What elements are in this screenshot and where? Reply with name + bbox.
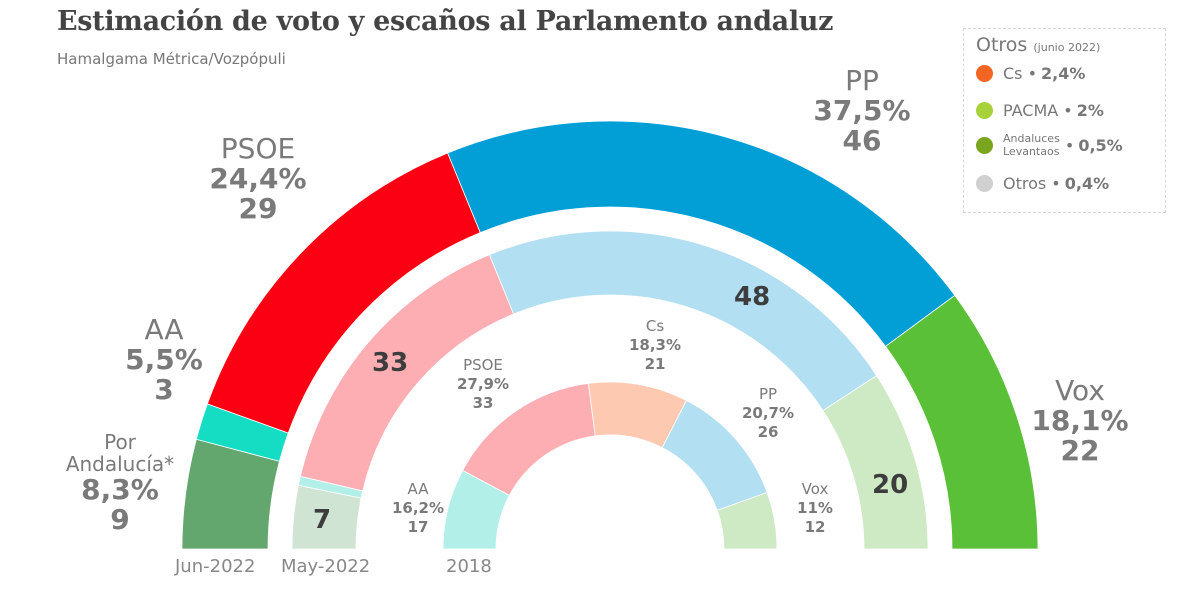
ring-label-2018: 2018	[446, 556, 492, 577]
legend-item-pacma: PACMA • 2%	[976, 101, 1104, 120]
label-jun-psoe: PSOE 24,4% 29	[209, 132, 307, 226]
legend-others: Otros (junio 2022) Cs • 2,4% PACMA • 2% An…	[963, 28, 1166, 213]
label-2018-psoe: PSOE 27,9% 33	[456, 356, 510, 412]
legend-title: Otros (junio 2022)	[976, 34, 1101, 56]
label-2018-pp: PP 20,7% 26	[741, 385, 795, 441]
segment-jun-2022-vox	[884, 294, 1039, 550]
label-2018-vox: Vox 11% 12	[797, 480, 833, 536]
segment-may-2022-vox	[822, 375, 929, 550]
label-2018-cs: Cs 18,3% 21	[628, 317, 682, 373]
label-jun-vox: Vox 18,1% 22	[1031, 374, 1129, 468]
seats-may-psoe: 33	[372, 348, 409, 378]
label-jun-por-andalucia: Por Andalucía* 8,3% 9	[65, 430, 175, 537]
seats-may-vox: 20	[872, 470, 909, 500]
label-2018-aa: AA 16,2% 17	[391, 480, 445, 536]
legend-dot-cs	[976, 65, 993, 82]
legend-item-andaluces-levantaos: Andaluces Levantaos • 0,5%	[976, 132, 1123, 158]
ring-label-jun-2022: Jun-2022	[175, 556, 256, 577]
chart-title: Estimación de voto y escaños al Parlamen…	[57, 6, 834, 37]
seats-may-por-andalucia: 7	[313, 505, 332, 535]
legend-item-otros: Otros • 0,4%	[976, 174, 1109, 193]
legend-dot-andaluces-levantaos	[976, 136, 993, 154]
chart-subtitle: Hamalgama Métrica/Vozpópuli	[57, 50, 286, 68]
segment-2018-vox	[716, 491, 778, 550]
legend-dot-pacma	[976, 102, 993, 119]
label-jun-pp: PP 37,5% 46	[813, 64, 911, 158]
legend-item-cs: Cs • 2,4%	[976, 64, 1085, 83]
seats-may-pp: 48	[734, 282, 771, 312]
label-jun-aa: AA 5,5% 3	[125, 313, 203, 407]
legend-dot-otros	[976, 175, 993, 192]
ring-label-may-2022: May-2022	[281, 556, 371, 577]
